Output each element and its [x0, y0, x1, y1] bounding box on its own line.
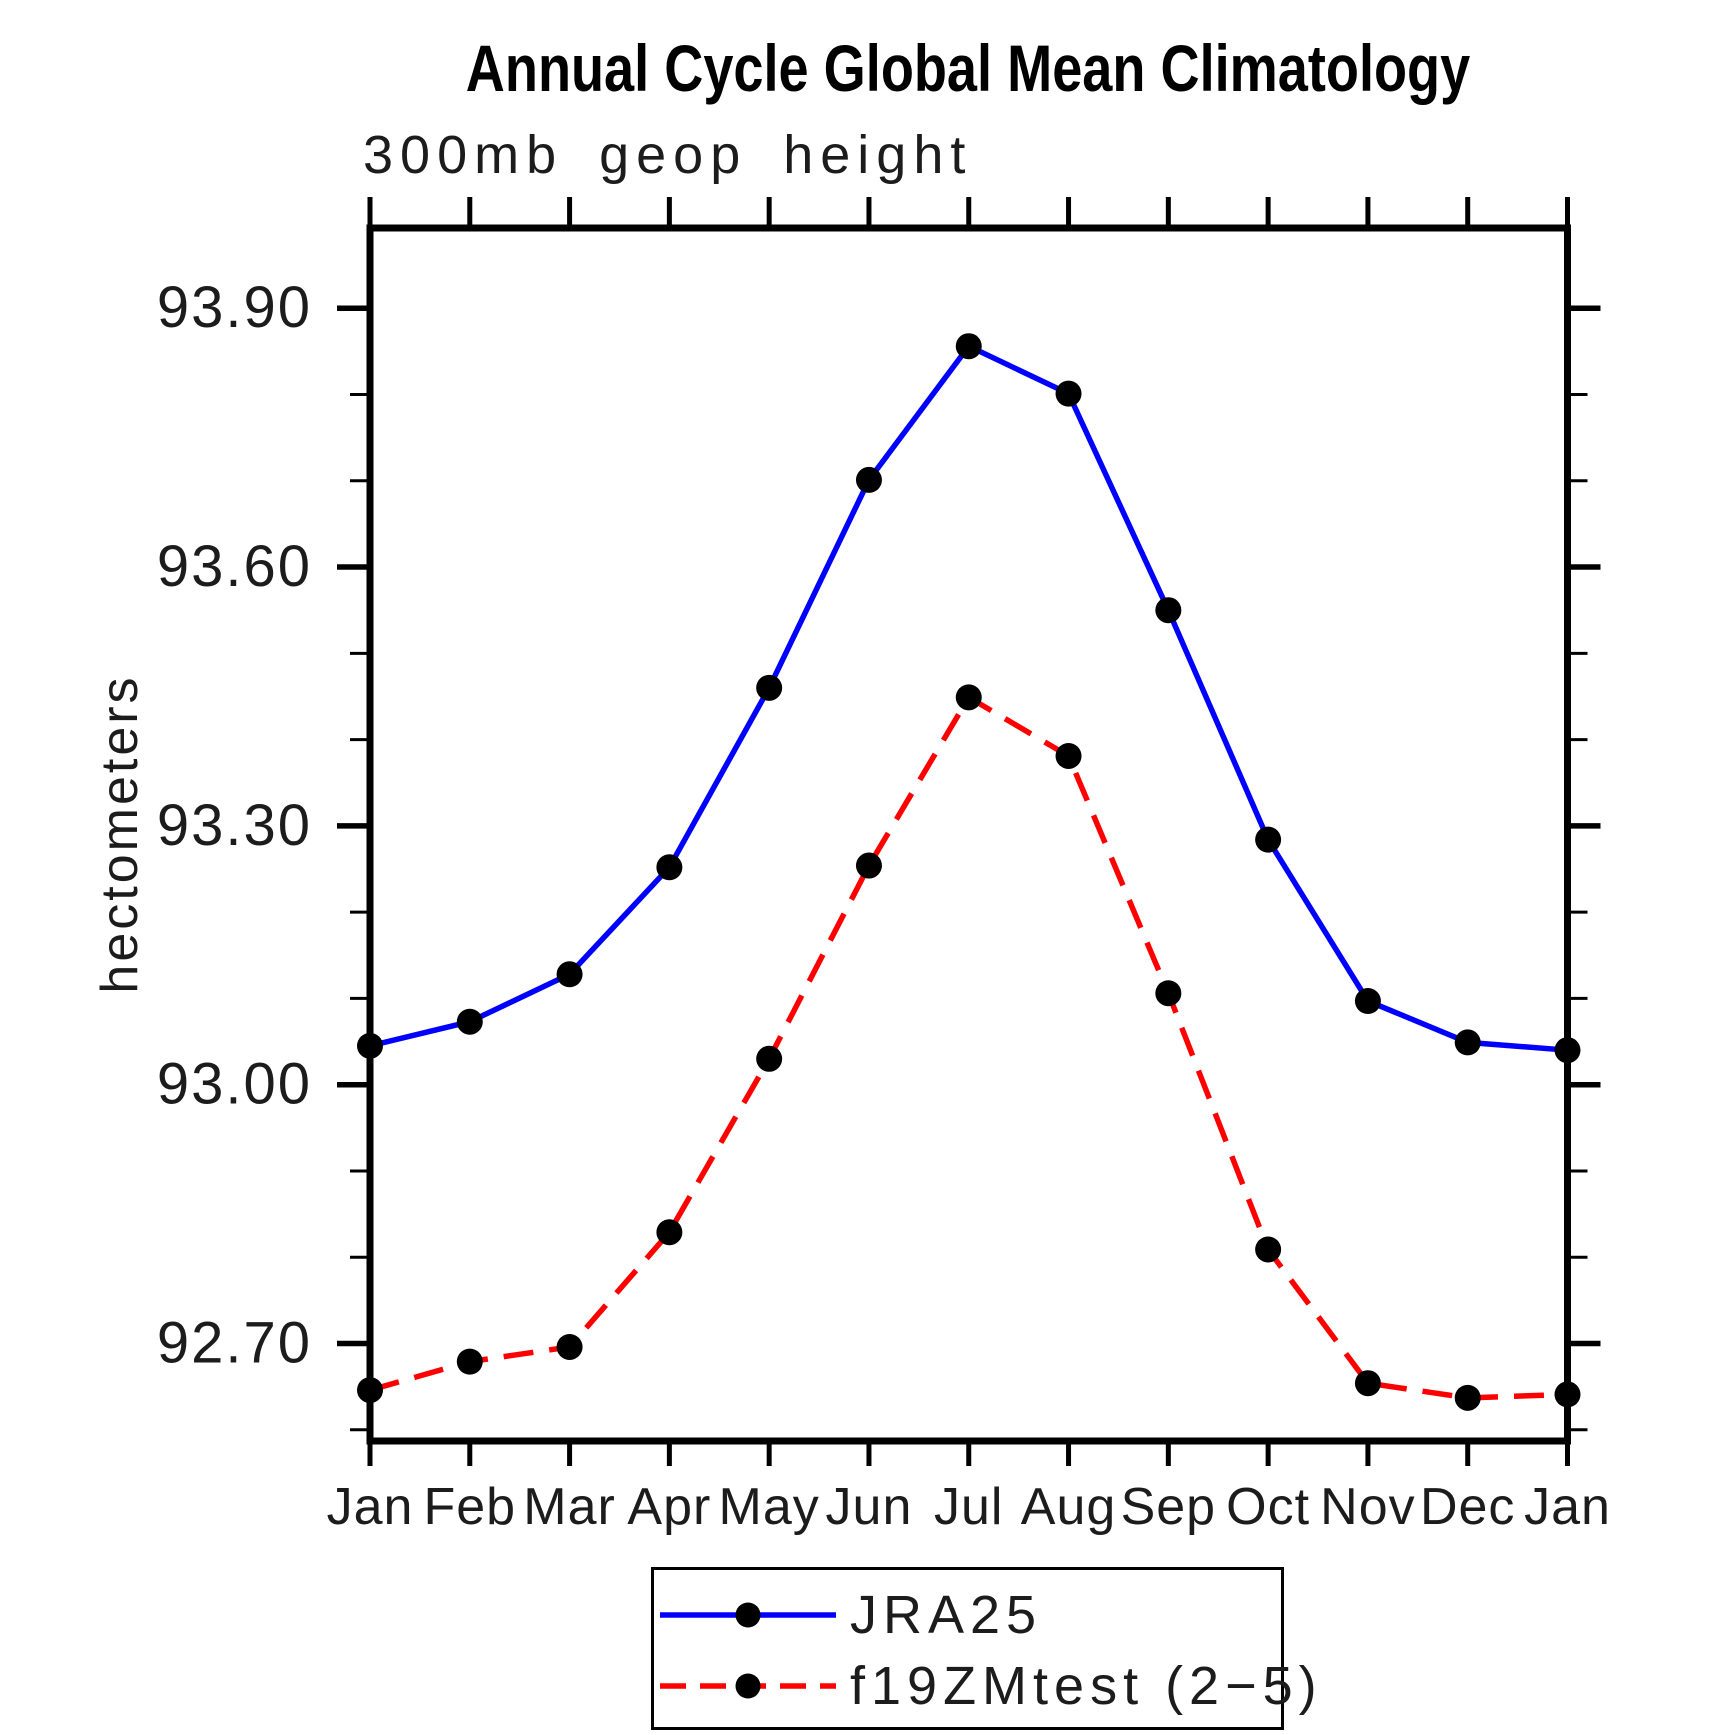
- data-point-marker: [1155, 980, 1182, 1007]
- x-tick-label: Feb: [423, 1478, 516, 1536]
- data-point-marker: [556, 961, 583, 988]
- legend: JRA25 f19ZMtest (2−5): [651, 1567, 1317, 1730]
- legend-label-jra25: JRA25: [850, 1585, 1043, 1645]
- data-point-marker: [1255, 1236, 1282, 1263]
- y-tick-label: 93.30: [157, 793, 312, 858]
- x-tick-label: Jan: [327, 1478, 414, 1536]
- x-tick-label: Dec: [1420, 1478, 1515, 1536]
- data-point-marker: [1155, 597, 1182, 624]
- legend-sample-marker: [735, 1673, 761, 1699]
- data-point-marker: [456, 1348, 483, 1375]
- data-point-marker: [756, 674, 783, 701]
- data-point-marker: [955, 684, 982, 711]
- data-point-marker: [1255, 826, 1282, 853]
- data-point-marker: [357, 1377, 383, 1404]
- data-point-marker: [1554, 1037, 1581, 1064]
- data-point-marker: [1055, 742, 1082, 769]
- legend-line-sample-jra25: [660, 1602, 836, 1628]
- legend-item-jra25: JRA25: [658, 1585, 1277, 1645]
- x-tick-label: Jun: [826, 1478, 913, 1536]
- data-point-marker: [656, 1219, 683, 1246]
- data-point-marker: [357, 1032, 383, 1059]
- x-tick-label: May: [719, 1478, 820, 1536]
- y-tick-label: 92.70: [157, 1311, 312, 1376]
- y-tick-label: 93.00: [157, 1052, 312, 1117]
- data-point-marker: [855, 852, 882, 879]
- y-tick-label: 93.60: [157, 534, 312, 599]
- data-point-marker: [1055, 380, 1082, 407]
- legend-label-f19zmtest: f19ZMtest (2−5): [850, 1656, 1323, 1716]
- data-point-marker: [556, 1333, 583, 1360]
- data-point-marker: [1354, 1370, 1381, 1397]
- x-tick-label: Apr: [627, 1478, 711, 1536]
- data-point-marker: [756, 1045, 783, 1072]
- data-point-marker: [855, 466, 882, 493]
- data-point-marker: [1454, 1384, 1481, 1411]
- x-tick-label: Mar: [523, 1478, 616, 1536]
- data-point-marker: [456, 1008, 483, 1035]
- legend-item-f19zmtest: f19ZMtest (2−5): [658, 1656, 1317, 1716]
- chart-subtitle: 300mb geop height: [363, 125, 973, 185]
- x-tick-label: Jan: [1524, 1478, 1611, 1536]
- x-tick-label: Sep: [1121, 1478, 1217, 1536]
- data-point-marker: [955, 333, 982, 360]
- data-point-marker: [1554, 1381, 1581, 1408]
- legend-line-sample-f19zmtest: [660, 1673, 836, 1699]
- x-tick-label: Jul: [934, 1478, 1003, 1536]
- x-tick-label: Aug: [1021, 1478, 1117, 1536]
- plot-frame: [366, 224, 1571, 1445]
- series-line-f19zmtest-2-5-: [369, 693, 1568, 1401]
- chart-title: Annual Cycle Global Mean Climatology: [465, 31, 1471, 105]
- data-point-marker: [656, 854, 683, 881]
- data-point-marker: [1354, 988, 1381, 1015]
- y-tick-label: 93.90: [157, 275, 312, 340]
- legend-sample-marker: [735, 1602, 761, 1628]
- x-tick-label: Oct: [1226, 1478, 1310, 1536]
- x-tick-label: Nov: [1320, 1478, 1415, 1536]
- data-point-marker: [1454, 1029, 1481, 1056]
